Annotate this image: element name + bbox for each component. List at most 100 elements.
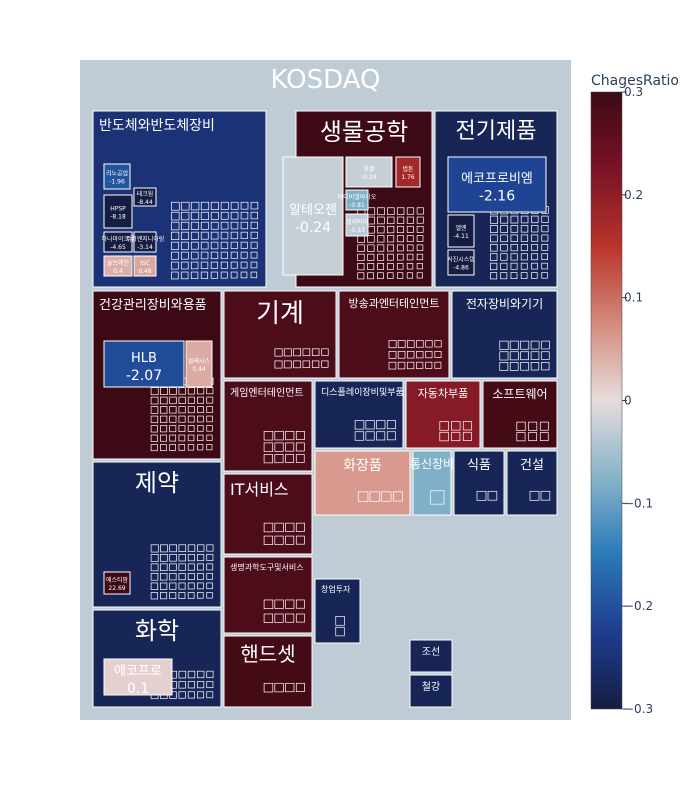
stock-tile[interactable] xyxy=(187,553,196,562)
stock-tile[interactable] xyxy=(169,396,177,405)
stock-tile[interactable] xyxy=(396,207,405,215)
stock-tile[interactable] xyxy=(206,563,214,571)
stock-rect[interactable] xyxy=(345,213,369,237)
stock-tile[interactable] xyxy=(509,362,519,371)
stock-tile[interactable] xyxy=(160,544,168,553)
stock-tile[interactable] xyxy=(187,681,196,689)
stock-tile[interactable] xyxy=(206,681,214,689)
stock-tile[interactable] xyxy=(206,387,214,395)
stock-tile[interactable] xyxy=(416,225,424,233)
stock-tile[interactable] xyxy=(500,243,508,252)
stock-tile[interactable] xyxy=(529,490,540,501)
stock-tile[interactable] xyxy=(197,691,205,699)
stock-tile[interactable] xyxy=(541,362,550,371)
stock-tile[interactable] xyxy=(178,592,186,599)
stock-tile[interactable] xyxy=(250,271,258,279)
stock-tile[interactable] xyxy=(187,582,195,590)
stock-rect[interactable] xyxy=(133,231,157,253)
stock-tile[interactable] xyxy=(210,271,218,279)
stock-tile[interactable] xyxy=(387,263,394,270)
stock-tile[interactable] xyxy=(263,535,274,546)
stock-tile[interactable]: 휴젤-0.24 xyxy=(345,156,393,188)
stock-rect[interactable] xyxy=(103,231,133,253)
stock-tile[interactable] xyxy=(406,225,414,233)
stock-tile[interactable] xyxy=(230,241,238,249)
stock-tile[interactable] xyxy=(169,434,177,442)
stock-tile[interactable] xyxy=(263,682,274,693)
stock-tile[interactable] xyxy=(531,272,538,279)
stock-rect[interactable] xyxy=(103,571,131,595)
stock-tile[interactable] xyxy=(539,421,549,431)
stock-tile[interactable] xyxy=(230,211,239,220)
stock-tile[interactable] xyxy=(510,243,518,252)
stock-tile[interactable] xyxy=(321,348,329,356)
stock-tile[interactable] xyxy=(357,491,369,502)
stock-tile[interactable] xyxy=(357,253,365,262)
stock-tile[interactable] xyxy=(200,261,209,270)
stock-tile[interactable] xyxy=(250,201,259,210)
stock-tile[interactable] xyxy=(541,262,548,270)
stock-tile[interactable] xyxy=(169,573,177,581)
stock-tile[interactable] xyxy=(500,234,508,243)
sector-tile[interactable]: 방송과엔터테인먼트 xyxy=(338,290,450,379)
stock-tile[interactable] xyxy=(240,211,249,220)
stock-tile[interactable] xyxy=(197,396,205,404)
stock-tile[interactable] xyxy=(406,244,414,252)
stock-tile[interactable] xyxy=(169,387,177,395)
stock-tile[interactable] xyxy=(210,251,219,260)
stock-tile[interactable] xyxy=(178,387,186,395)
stock-tile[interactable] xyxy=(387,216,395,225)
stock-tile[interactable] xyxy=(197,670,205,679)
stock-tile[interactable] xyxy=(500,262,508,270)
stock-tile[interactable]: 법튼1.76 xyxy=(395,156,421,188)
stock-tile[interactable] xyxy=(500,253,508,261)
stock-tile[interactable] xyxy=(178,553,186,562)
stock-tile[interactable] xyxy=(169,553,177,562)
stock-tile[interactable] xyxy=(169,444,176,451)
sector-rect[interactable] xyxy=(482,380,558,449)
stock-tile[interactable] xyxy=(311,348,320,356)
sector-tile[interactable]: 소프트웨어 xyxy=(482,380,558,449)
stock-tile[interactable] xyxy=(396,263,404,270)
stock-tile[interactable] xyxy=(541,243,549,251)
stock-tile[interactable] xyxy=(178,415,186,423)
stock-tile[interactable] xyxy=(200,211,209,220)
stock-tile[interactable] xyxy=(190,221,199,230)
stock-tile[interactable] xyxy=(425,340,433,348)
stock-tile[interactable] xyxy=(510,262,518,270)
sector-rect[interactable] xyxy=(314,578,361,644)
stock-tile[interactable] xyxy=(210,231,219,240)
stock-tile[interactable] xyxy=(541,215,549,223)
stock-tile[interactable] xyxy=(451,421,461,431)
stock-tile[interactable] xyxy=(150,415,159,424)
stock-tile[interactable] xyxy=(387,207,395,215)
stock-tile[interactable] xyxy=(230,271,238,279)
stock-tile[interactable] xyxy=(190,211,200,221)
stock-tile[interactable] xyxy=(206,582,213,590)
stock-tile[interactable] xyxy=(150,425,158,433)
stock-tile[interactable] xyxy=(406,253,414,261)
stock-tile[interactable] xyxy=(490,253,498,261)
stock-tile[interactable] xyxy=(187,425,195,432)
stock-tile[interactable] xyxy=(150,553,159,562)
stock-rect[interactable] xyxy=(345,189,369,211)
stock-tile[interactable] xyxy=(180,271,189,280)
stock-rect[interactable] xyxy=(282,156,344,276)
stock-rect[interactable] xyxy=(103,194,133,229)
stock-tile[interactable] xyxy=(206,434,213,441)
stock-tile[interactable] xyxy=(406,351,415,359)
stock-tile[interactable] xyxy=(367,235,375,243)
sector-tile[interactable]: 자동차부품 xyxy=(405,380,481,449)
stock-tile[interactable] xyxy=(476,490,487,501)
stock-tile[interactable] xyxy=(357,244,365,252)
stock-tile[interactable] xyxy=(528,432,538,442)
stock-tile[interactable] xyxy=(530,362,540,371)
stock-tile[interactable] xyxy=(263,454,273,464)
stock-tile[interactable]: HPSP-8.18 xyxy=(103,194,133,229)
stock-tile[interactable] xyxy=(230,201,239,210)
stock-tile[interactable] xyxy=(295,535,305,545)
stock-rect[interactable] xyxy=(103,658,173,696)
stock-tile[interactable] xyxy=(416,207,424,215)
stock-tile[interactable] xyxy=(230,231,239,240)
stock-tile[interactable] xyxy=(220,261,228,269)
